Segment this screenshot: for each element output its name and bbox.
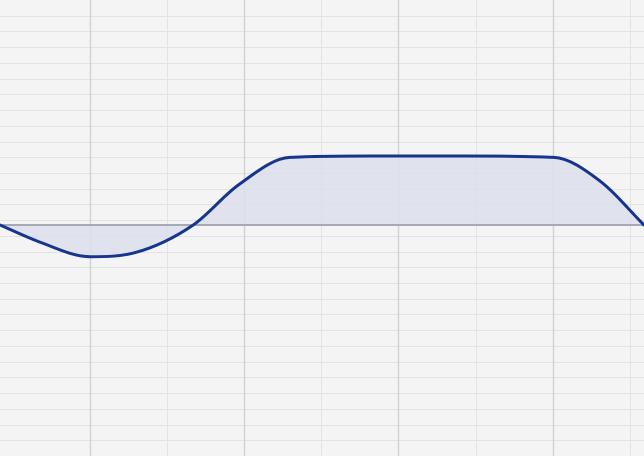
eq-curve-fill [0, 156, 644, 257]
eq-curve[interactable] [0, 154, 644, 259]
